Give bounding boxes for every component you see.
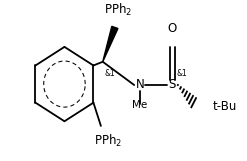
Text: PPh$_2$: PPh$_2$ <box>94 133 123 149</box>
Polygon shape <box>103 26 118 62</box>
Text: S: S <box>169 78 176 91</box>
Text: Me: Me <box>132 100 147 110</box>
Text: O: O <box>168 22 177 35</box>
Text: &1: &1 <box>177 69 188 78</box>
Text: t-Bu: t-Bu <box>212 100 237 113</box>
Text: &1: &1 <box>104 69 115 78</box>
Text: PPh$_2$: PPh$_2$ <box>104 2 132 18</box>
Text: N: N <box>135 78 144 91</box>
